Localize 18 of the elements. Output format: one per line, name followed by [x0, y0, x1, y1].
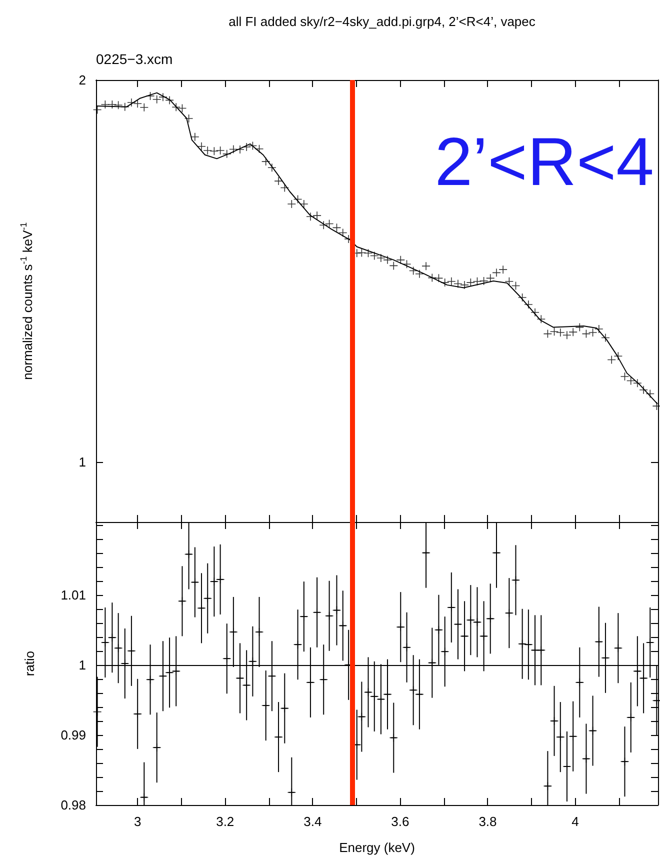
text: 0225−3.xcm [96, 51, 173, 67]
x-axis-title: Energy (keV) [339, 840, 415, 855]
x-tick-label: 4 [572, 814, 579, 829]
x-tick-label: 3.2 [216, 814, 234, 829]
y-tick-label: 0.99 [60, 727, 86, 742]
annotation: 2’<R<4 [434, 124, 654, 200]
x-tick-label: 3.4 [304, 814, 322, 829]
x-tick-label: 3 [134, 814, 142, 829]
x-tick-label: 3.8 [478, 814, 497, 829]
y-axis-title: normalized counts s-1 keV-1 [18, 222, 35, 380]
y-axis-title: ratio [22, 650, 37, 676]
chart-title: all FI added sky/r2−4sky_add.pi.grp4, 2’<R<4’, vapec [228, 14, 536, 29]
y-tick-label: 1 [78, 657, 86, 672]
y-tick-label: 0.98 [60, 798, 86, 812]
y-tick-label: 2 [78, 72, 86, 88]
y-tick-label: 1.01 [60, 587, 86, 602]
x-tick-label: 3.6 [391, 814, 410, 829]
y-tick-label: 1 [78, 454, 86, 470]
